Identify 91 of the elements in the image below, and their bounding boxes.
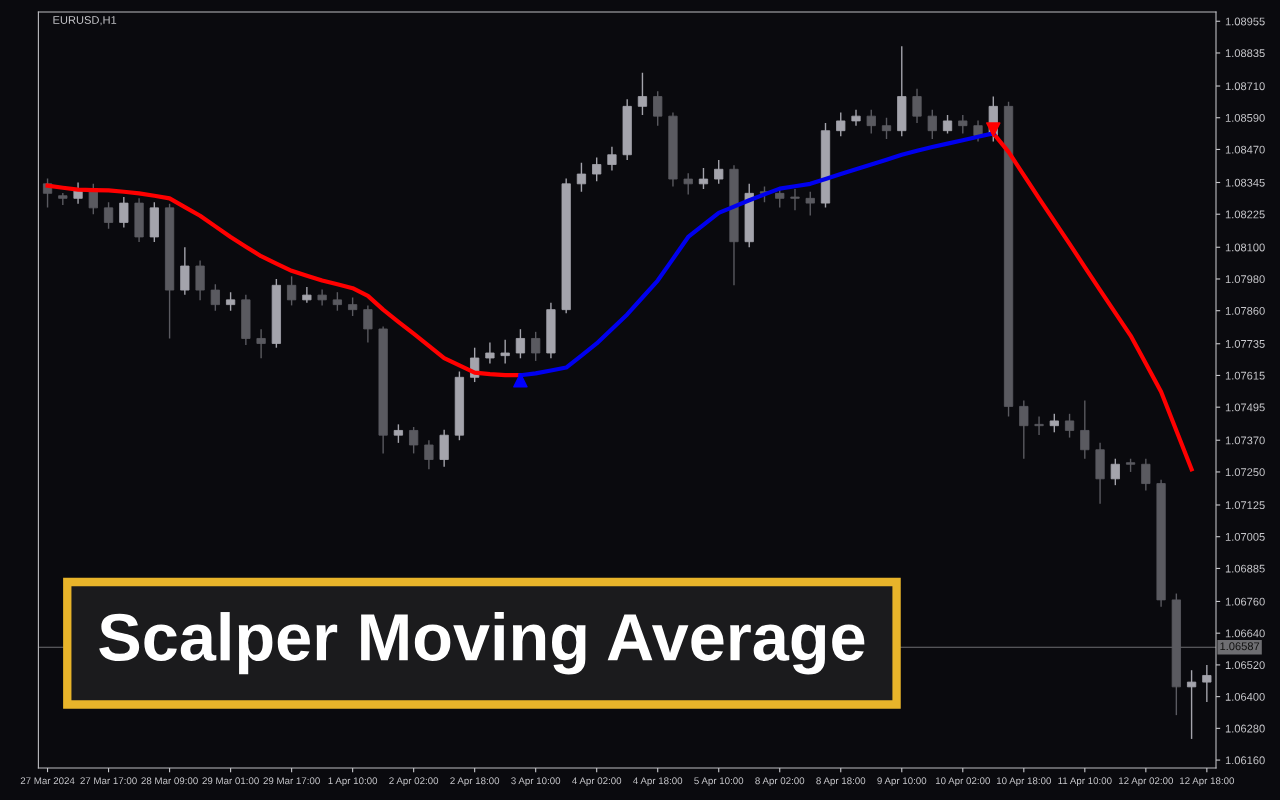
candlestick [210, 283, 220, 312]
candlestick [576, 161, 587, 193]
y-tick-label: 1.07125 [1225, 501, 1265, 510]
candlestick [790, 188, 800, 211]
x-tick-label: 1 Apr 10:00 [328, 777, 378, 787]
y-tick-label: 1.07615 [1225, 371, 1265, 380]
candlestick [393, 423, 404, 444]
y-tick-label: 1.08710 [1225, 82, 1265, 91]
x-tick-label: 12 Apr 02:00 [1119, 777, 1174, 787]
candlestick [348, 296, 358, 317]
candlestick [1186, 669, 1197, 740]
x-tick-label: 10 Apr 18:00 [996, 777, 1051, 787]
candlestick [912, 87, 922, 124]
x-tick-label: 28 Mar 09:00 [141, 777, 198, 785]
candlestick [500, 339, 510, 365]
y-tick-label: 1.06760 [1225, 597, 1265, 606]
candlestick [607, 146, 617, 172]
y-tick-label: 1.08590 [1225, 114, 1265, 122]
candlestick [119, 196, 129, 229]
x-tick-label: 9 Apr 10:00 [877, 777, 927, 787]
candlestick [1141, 458, 1151, 492]
candlestick [332, 291, 342, 312]
y-tick-label: 1.08955 [1225, 17, 1265, 26]
candlestick [927, 109, 937, 140]
candlestick [103, 201, 114, 230]
candlestick [58, 192, 68, 206]
candlestick [1019, 399, 1029, 460]
candlestick [714, 159, 724, 185]
y-tick-label: 1.08835 [1225, 49, 1265, 58]
candlestick [409, 426, 419, 455]
y-tick-label: 1.06160 [1225, 756, 1265, 765]
x-tick-label: 8 Apr 18:00 [816, 777, 866, 787]
y-tick-label: 1.06400 [1225, 692, 1265, 701]
y-tick-label: 1.06640 [1225, 629, 1265, 638]
candlestick [1080, 399, 1090, 460]
candlestick [775, 188, 785, 209]
candlestick [485, 341, 495, 365]
candlestick [363, 304, 373, 344]
candlestick [866, 109, 876, 135]
text: Scalper Moving Average [99, 612, 865, 675]
y-tick-label: 1.08225 [1225, 210, 1265, 219]
x-tick-label: 12 Apr 18:00 [1180, 777, 1235, 787]
x-tick-label: 4 Apr 18:00 [633, 777, 683, 787]
candlestick [287, 275, 297, 307]
ref-line-label: 1.06587 [1220, 642, 1260, 651]
candlestick [881, 117, 892, 140]
candlestick [592, 156, 602, 182]
candlestick [698, 167, 709, 190]
y-tick-label: 1.08100 [1225, 243, 1265, 252]
candlestick [653, 90, 663, 127]
candlestick [531, 331, 541, 362]
y-tick-label: 1.07005 [1225, 532, 1265, 541]
x-tick-label: 27 Mar 2024 [20, 777, 75, 785]
y-tick-label: 1.08345 [1225, 178, 1265, 187]
candlestick [424, 439, 434, 470]
candlestick [1049, 413, 1059, 433]
y-tick-label: 1.06520 [1225, 661, 1265, 670]
candlestick [515, 328, 526, 359]
annotation: EURUSD,H1 [53, 16, 117, 26]
y-tick-label: 1.08470 [1225, 145, 1265, 154]
x-tick-label: 2 Apr 02:00 [389, 777, 439, 787]
x-tick-label: 3 Apr 10:00 [511, 777, 561, 787]
x-tick-label: 29 Mar 17:00 [263, 777, 320, 785]
y-tick-label: 1.07370 [1225, 436, 1265, 445]
candlestick [225, 291, 236, 312]
candlestick [942, 114, 953, 135]
x-tick-label: 2 Apr 18:00 [450, 777, 500, 787]
x-tick-label: 5 Apr 10:00 [694, 777, 744, 787]
candlestick [637, 72, 648, 116]
x-tick-label: 8 Apr 02:00 [755, 777, 805, 787]
y-tick-label: 1.07735 [1225, 340, 1265, 348]
x-tick-label: 11 Apr 10:00 [1058, 777, 1112, 787]
candlestick [256, 328, 266, 359]
candlestick [1034, 415, 1044, 436]
y-tick-label: 1.07980 [1225, 275, 1265, 284]
candlestick [958, 114, 968, 135]
x-tick-label: 29 Mar 01:00 [202, 777, 259, 785]
candlestick [1064, 413, 1075, 439]
candlestick [805, 191, 815, 217]
x-tick-label: 4 Apr 02:00 [572, 777, 622, 787]
x-tick-label: 10 Apr 02:00 [935, 777, 990, 787]
candlestick [1202, 664, 1212, 703]
y-tick-label: 1.06885 [1225, 564, 1265, 573]
y-tick-label: 1.07495 [1225, 403, 1265, 412]
y-tick-label: 1.07860 [1225, 306, 1265, 315]
y-tick-label: 1.06280 [1225, 724, 1265, 733]
candlestick [836, 111, 846, 137]
candlestick [683, 172, 693, 196]
y-tick-label: 1.07250 [1225, 468, 1265, 477]
x-tick-label: 27 Mar 17:00 [80, 777, 137, 785]
candlestick [1110, 458, 1120, 486]
